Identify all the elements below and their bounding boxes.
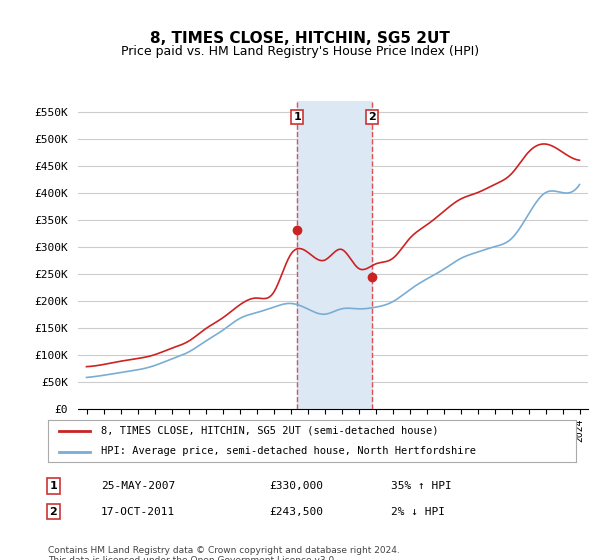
Text: 35% ↑ HPI: 35% ↑ HPI — [391, 481, 452, 491]
Text: £243,500: £243,500 — [270, 507, 324, 517]
Text: 25-MAY-2007: 25-MAY-2007 — [101, 481, 175, 491]
Text: HPI: Average price, semi-detached house, North Hertfordshire: HPI: Average price, semi-detached house,… — [101, 446, 476, 456]
Text: 8, TIMES CLOSE, HITCHIN, SG5 2UT (semi-detached house): 8, TIMES CLOSE, HITCHIN, SG5 2UT (semi-d… — [101, 426, 438, 436]
Text: 2: 2 — [368, 112, 376, 122]
Text: 8, TIMES CLOSE, HITCHIN, SG5 2UT: 8, TIMES CLOSE, HITCHIN, SG5 2UT — [150, 31, 450, 46]
Text: 17-OCT-2011: 17-OCT-2011 — [101, 507, 175, 517]
Text: Contains HM Land Registry data © Crown copyright and database right 2024.
This d: Contains HM Land Registry data © Crown c… — [48, 546, 400, 560]
Text: 2: 2 — [49, 507, 57, 517]
Bar — [298, 101, 372, 409]
Text: 2% ↓ HPI: 2% ↓ HPI — [391, 507, 445, 517]
Text: 1: 1 — [293, 112, 301, 122]
Text: £330,000: £330,000 — [270, 481, 324, 491]
Text: 1: 1 — [49, 481, 57, 491]
Text: Price paid vs. HM Land Registry's House Price Index (HPI): Price paid vs. HM Land Registry's House … — [121, 45, 479, 58]
